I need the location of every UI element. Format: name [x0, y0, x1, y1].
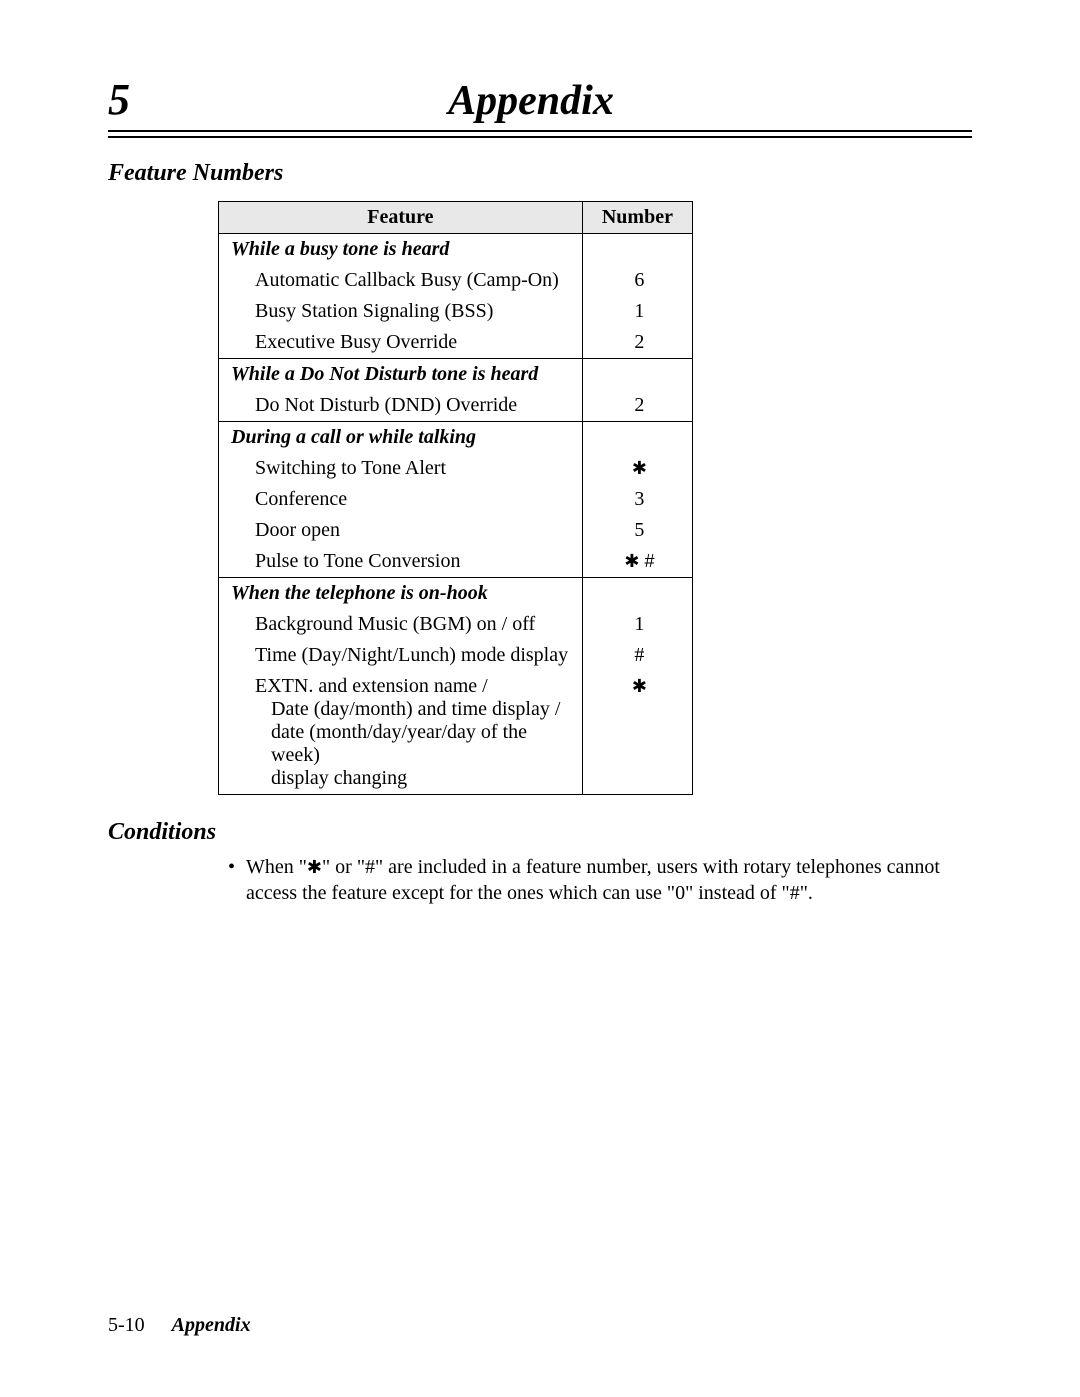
condition-text-part1: When ": [246, 856, 307, 878]
conditions-list: When "✱" or "#" are included in a featur…: [228, 854, 972, 906]
section-number-empty: [582, 234, 692, 266]
table-section-row: When the telephone is on-hook: [219, 578, 693, 610]
feature-cell: Background Music (BGM) on / off: [219, 609, 583, 640]
feature-cell: Do Not Disturb (DND) Override: [219, 390, 583, 422]
number-cell: 2: [582, 327, 692, 359]
star-icon: ✱: [307, 857, 322, 877]
table-row: Executive Busy Override2: [219, 327, 693, 359]
table-section-row: While a busy tone is heard: [219, 234, 693, 266]
table-section-row: During a call or while talking: [219, 422, 693, 454]
chapter-title: Appendix: [130, 80, 932, 122]
table-row: Automatic Callback Busy (Camp-On)6: [219, 265, 693, 296]
number-cell: 1: [582, 296, 692, 327]
table-row: EXTN. and extension name /Date (day/mont…: [219, 671, 693, 795]
table-row: Time (Day/Night/Lunch) mode display#: [219, 640, 693, 671]
feature-table: Feature Number While a busy tone is hear…: [218, 201, 693, 795]
number-cell: ✱: [582, 671, 692, 795]
section-title: During a call or while talking: [219, 422, 583, 454]
chapter-header: 5 Appendix: [108, 78, 972, 122]
feature-subline: date (month/day/year/day of the week): [255, 721, 574, 767]
page: 5 Appendix Feature Numbers Feature Numbe…: [0, 0, 1080, 1397]
footer-page-number: 5-10: [108, 1314, 145, 1336]
section-title: While a busy tone is heard: [219, 234, 583, 266]
col-header-number: Number: [582, 202, 692, 234]
feature-cell: Automatic Callback Busy (Camp-On): [219, 265, 583, 296]
feature-subline: display changing: [255, 767, 574, 790]
table-row: Pulse to Tone Conversion✱ #: [219, 546, 693, 578]
condition-item: When "✱" or "#" are included in a featur…: [228, 854, 972, 906]
feature-cell: EXTN. and extension name /Date (day/mont…: [219, 671, 583, 795]
section-number-empty: [582, 422, 692, 454]
feature-cell: Switching to Tone Alert: [219, 453, 583, 484]
table-row: Conference3: [219, 484, 693, 515]
chapter-number: 5: [108, 78, 130, 122]
table-row: Door open5: [219, 515, 693, 546]
table-body: While a busy tone is heardAutomatic Call…: [219, 234, 693, 795]
feature-cell: Pulse to Tone Conversion: [219, 546, 583, 578]
table-row: Busy Station Signaling (BSS)1: [219, 296, 693, 327]
number-cell: 1: [582, 609, 692, 640]
condition-text-part2: " or "#" are included in a feature numbe…: [246, 856, 940, 904]
table-header-row: Feature Number: [219, 202, 693, 234]
section-title: When the telephone is on-hook: [219, 578, 583, 610]
number-cell: 6: [582, 265, 692, 296]
feature-cell: Door open: [219, 515, 583, 546]
feature-cell: Time (Day/Night/Lunch) mode display: [219, 640, 583, 671]
number-cell: 3: [582, 484, 692, 515]
table-row: Background Music (BGM) on / off1: [219, 609, 693, 640]
table-row: Switching to Tone Alert✱: [219, 453, 693, 484]
section-number-empty: [582, 359, 692, 391]
page-footer: 5-10 Appendix: [108, 1314, 251, 1337]
number-cell: 2: [582, 390, 692, 422]
col-header-feature: Feature: [219, 202, 583, 234]
section-number-empty: [582, 578, 692, 610]
section-title: While a Do Not Disturb tone is heard: [219, 359, 583, 391]
double-rule: [108, 130, 972, 138]
table-section-row: While a Do Not Disturb tone is heard: [219, 359, 693, 391]
footer-appendix-label: Appendix: [172, 1314, 251, 1336]
feature-cell: Busy Station Signaling (BSS): [219, 296, 583, 327]
number-cell: 5: [582, 515, 692, 546]
feature-cell: Conference: [219, 484, 583, 515]
section-conditions: Conditions: [108, 819, 972, 846]
table-row: Do Not Disturb (DND) Override2: [219, 390, 693, 422]
feature-cell: Executive Busy Override: [219, 327, 583, 359]
section-feature-numbers: Feature Numbers: [108, 160, 972, 187]
number-cell: ✱: [582, 453, 692, 484]
feature-subline: Date (day/month) and time display /: [255, 698, 574, 721]
number-cell: ✱ #: [582, 546, 692, 578]
number-cell: #: [582, 640, 692, 671]
